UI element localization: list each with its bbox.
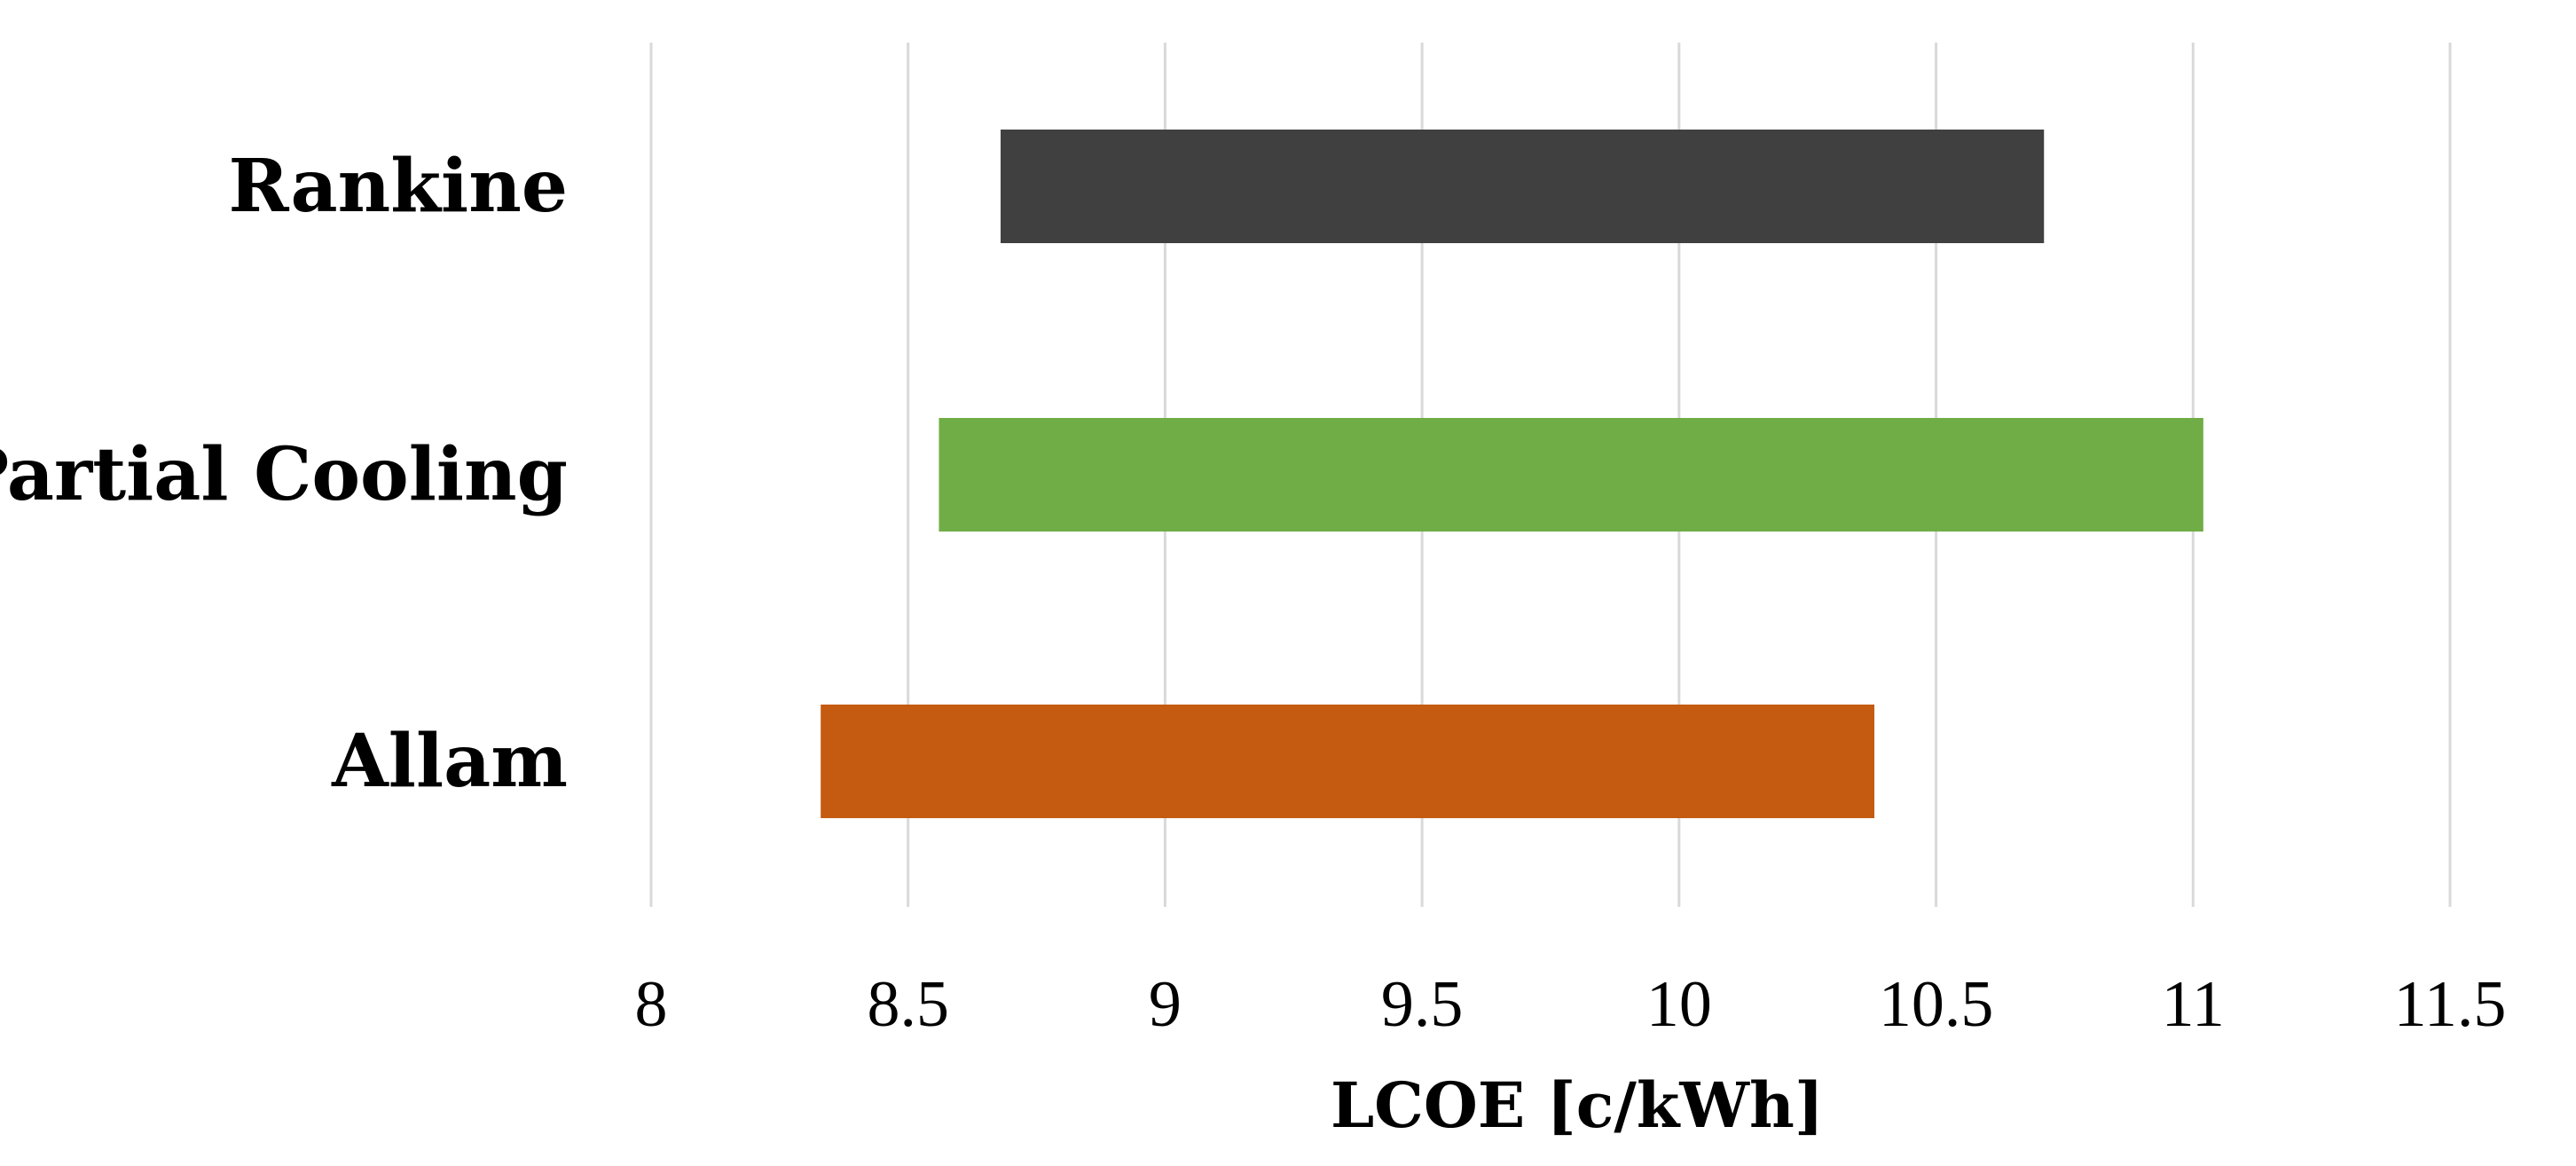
range-bar-allam: [821, 705, 1875, 818]
x-tick-label: 9.5: [1381, 968, 1464, 1041]
x-tick-label: 8: [635, 968, 668, 1041]
x-tick-label: 8.5: [867, 968, 949, 1041]
category-label: Allam: [331, 719, 568, 804]
x-axis-title: LCOE [c/kWh]: [1331, 1068, 1824, 1142]
category-label: Partial Cooling: [0, 432, 568, 517]
x-tick-label: 10.5: [1879, 968, 1994, 1041]
range-bar-partial-cooling: [939, 418, 2203, 532]
x-tick-label: 11.5: [2394, 968, 2507, 1041]
range-bar-rankine: [1001, 130, 2045, 243]
x-tick-label: 11: [2162, 968, 2225, 1041]
x-tick-labels: 8 8.5 9 9.5 10 10.5 11 11.5: [635, 968, 2507, 1041]
category-label: Rankine: [228, 144, 568, 229]
range-bars: [821, 130, 2203, 818]
x-tick-label: 10: [1646, 968, 1712, 1041]
category-labels: Rankine Partial Cooling Allam: [0, 144, 568, 804]
x-tick-label: 9: [1149, 968, 1182, 1041]
